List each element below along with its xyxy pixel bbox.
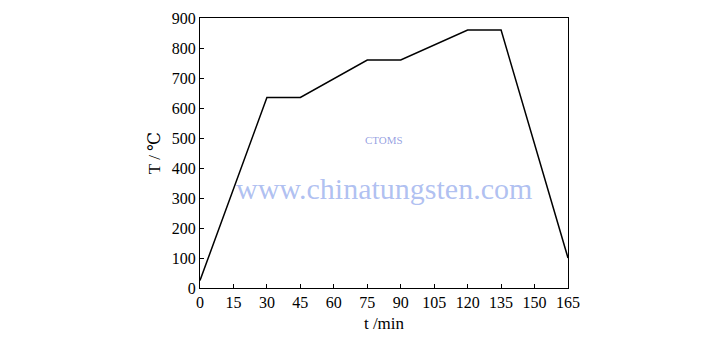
svg-text:700: 700 — [172, 70, 196, 87]
svg-text:135: 135 — [489, 294, 513, 311]
svg-text:60: 60 — [326, 294, 342, 311]
svg-text:600: 600 — [172, 100, 196, 117]
svg-text:165: 165 — [556, 294, 580, 311]
svg-text:100: 100 — [172, 250, 196, 267]
svg-text:800: 800 — [172, 40, 196, 57]
svg-text:900: 900 — [172, 10, 196, 27]
svg-text:t /min: t /min — [364, 314, 405, 333]
svg-text:120: 120 — [456, 294, 480, 311]
svg-text:90: 90 — [393, 294, 409, 311]
svg-text:75: 75 — [359, 294, 375, 311]
svg-text:CTOMS: CTOMS — [365, 134, 403, 146]
svg-text:www.chinatungsten.com: www.chinatungsten.com — [236, 172, 532, 205]
svg-text:105: 105 — [422, 294, 446, 311]
svg-text:150: 150 — [523, 294, 547, 311]
svg-text:0: 0 — [188, 280, 196, 297]
svg-text:200: 200 — [172, 220, 196, 237]
svg-text:15: 15 — [225, 294, 241, 311]
svg-text:30: 30 — [259, 294, 275, 311]
svg-text:45: 45 — [292, 294, 308, 311]
svg-text:0: 0 — [196, 294, 204, 311]
svg-text:300: 300 — [172, 190, 196, 207]
svg-text:500: 500 — [172, 130, 196, 147]
svg-text:400: 400 — [172, 160, 196, 177]
svg-text:T / ℃: T / ℃ — [145, 132, 164, 174]
